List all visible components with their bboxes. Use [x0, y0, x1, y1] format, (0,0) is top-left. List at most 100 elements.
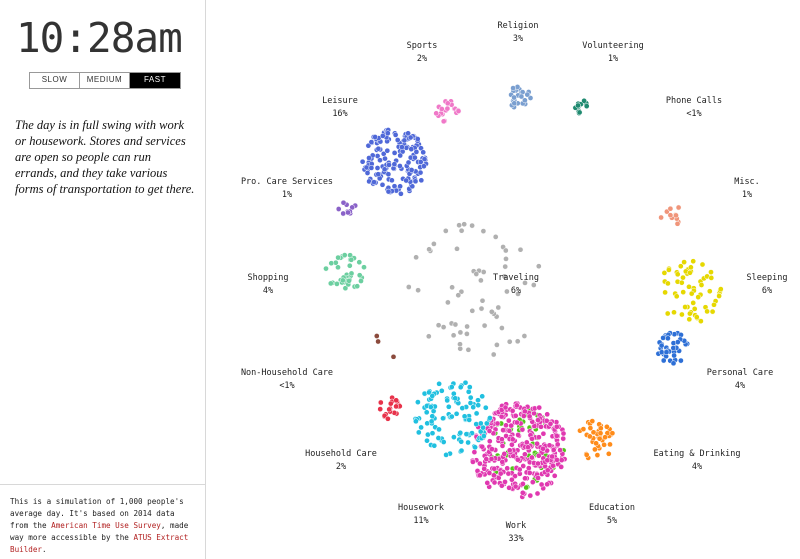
person-dot-housework — [458, 438, 465, 445]
person-dot-work — [484, 480, 491, 486]
person-dot-personal-care — [671, 352, 677, 359]
person-dot-work — [529, 454, 535, 461]
label-work: Work — [506, 521, 526, 531]
person-dot-household-care — [386, 406, 393, 413]
person-dot-leisure — [359, 158, 366, 165]
person-dot-housework — [475, 402, 482, 409]
person-dot-eating-drinking — [593, 440, 599, 447]
percent-sleeping: 6% — [762, 286, 772, 296]
person-dot-work — [535, 452, 542, 459]
person-dot-shopping — [334, 281, 340, 287]
person-dot-housework — [457, 384, 464, 391]
person-dot-traveling — [479, 297, 486, 304]
person-dot-housework — [443, 452, 449, 458]
person-dot-work — [514, 419, 520, 426]
label-misc: Misc. — [734, 177, 760, 187]
person-dot-leisure — [421, 163, 427, 170]
person-dot-leisure — [391, 150, 398, 156]
person-dot-housework — [451, 434, 457, 440]
label-housework: Housework — [398, 503, 444, 513]
person-dot-work — [526, 413, 533, 420]
person-dot-sleeping — [716, 293, 722, 299]
person-dot-personal-care — [665, 335, 671, 342]
person-dot-traveling — [426, 246, 432, 253]
atus-extract-builder-link[interactable]: ATUS Extract Builder — [10, 533, 189, 554]
person-dot-work — [497, 470, 504, 477]
person-dot-housework — [466, 384, 473, 390]
person-dot-housework — [477, 420, 484, 427]
person-dot-traveling — [455, 292, 462, 299]
label-household-care: Household Care — [305, 449, 377, 459]
person-dot-sleeping — [717, 286, 724, 292]
person-dot-work — [529, 435, 535, 442]
label-eating-drinking: Eating & Drinking — [654, 449, 741, 459]
person-dot-household-care — [377, 399, 384, 406]
person-dot-sleeping — [711, 301, 717, 308]
person-dot-work — [544, 467, 551, 474]
person-dot-leisure — [413, 149, 420, 155]
person-dot-sports — [444, 105, 451, 112]
person-dot-housework — [452, 395, 459, 402]
person-dot-personal-care — [663, 349, 670, 356]
person-dot-work — [504, 465, 511, 472]
person-dot-leisure — [372, 134, 378, 140]
speed-medium-button[interactable]: MEDIUM — [80, 73, 130, 88]
person-dot-personal-care — [660, 357, 667, 364]
person-dot-work — [520, 463, 527, 469]
person-dot-leisure — [382, 155, 388, 162]
time-description: The day is in full swing with work or ho… — [15, 118, 195, 196]
person-dot-eating-drinking — [580, 426, 587, 432]
person-dot-work — [522, 475, 528, 482]
person-dot-housework — [461, 413, 468, 420]
label-sleeping: Sleeping — [747, 273, 788, 283]
person-dot-misc — [673, 212, 679, 219]
person-dot-work — [499, 436, 505, 443]
person-dot-work — [534, 440, 540, 447]
person-dot-work — [543, 417, 550, 424]
person-dot-sleeping — [664, 310, 671, 317]
person-dot-work — [501, 451, 508, 457]
person-dot-work — [488, 456, 495, 462]
person-dot-work — [540, 445, 546, 452]
footnote: This is a simulation of 1,000 people's a… — [0, 484, 205, 559]
person-dot-misc — [667, 212, 674, 219]
person-dot-household-care — [387, 400, 394, 407]
atus-link[interactable]: American Time Use Survey — [51, 521, 161, 530]
person-dot-leisure — [385, 171, 392, 178]
person-dot-work — [535, 475, 541, 481]
person-dot-housework — [436, 426, 442, 433]
person-dot-sleeping — [708, 275, 715, 281]
person-dot-leisure — [414, 136, 421, 142]
label-traveling: Traveling — [493, 273, 539, 283]
person-dot-housework — [459, 405, 466, 411]
person-dot-work — [546, 442, 553, 449]
person-dot-personal-care — [658, 349, 665, 356]
person-dot-volunteering — [576, 109, 583, 116]
person-dot-sleeping — [706, 288, 713, 295]
label-pro-care-services: Pro. Care Services — [241, 177, 333, 187]
person-dot-work — [509, 407, 516, 414]
person-dot-eating-drinking — [601, 441, 607, 448]
person-dot-housework — [467, 400, 474, 406]
person-dot-sleeping — [673, 293, 680, 300]
person-dot-eating-drinking — [607, 441, 613, 448]
footnote-text: This is a simulation of 1,000 people's a… — [10, 497, 184, 530]
speed-slow-button[interactable]: SLOW — [30, 73, 80, 88]
person-dot-shopping — [361, 264, 367, 271]
person-dot-traveling — [488, 308, 495, 315]
person-dot-leisure — [375, 171, 382, 178]
speed-fast-button[interactable]: FAST — [130, 73, 180, 88]
person-dot-traveling — [454, 245, 460, 252]
person-dot-sleeping — [687, 269, 693, 276]
person-dot-housework — [448, 413, 455, 420]
person-dot-religion — [511, 94, 517, 101]
person-dot-sleeping — [704, 308, 710, 315]
person-dot-work — [560, 435, 567, 442]
person-dot-eating-drinking — [597, 430, 604, 437]
person-dot-leisure — [418, 177, 425, 184]
person-dot-work — [535, 417, 541, 423]
person-dot-eating-drinking — [605, 450, 612, 457]
person-dot-work — [522, 451, 528, 458]
person-dot-traveling — [503, 256, 509, 262]
percent-pro-care-services: 1% — [282, 190, 292, 200]
